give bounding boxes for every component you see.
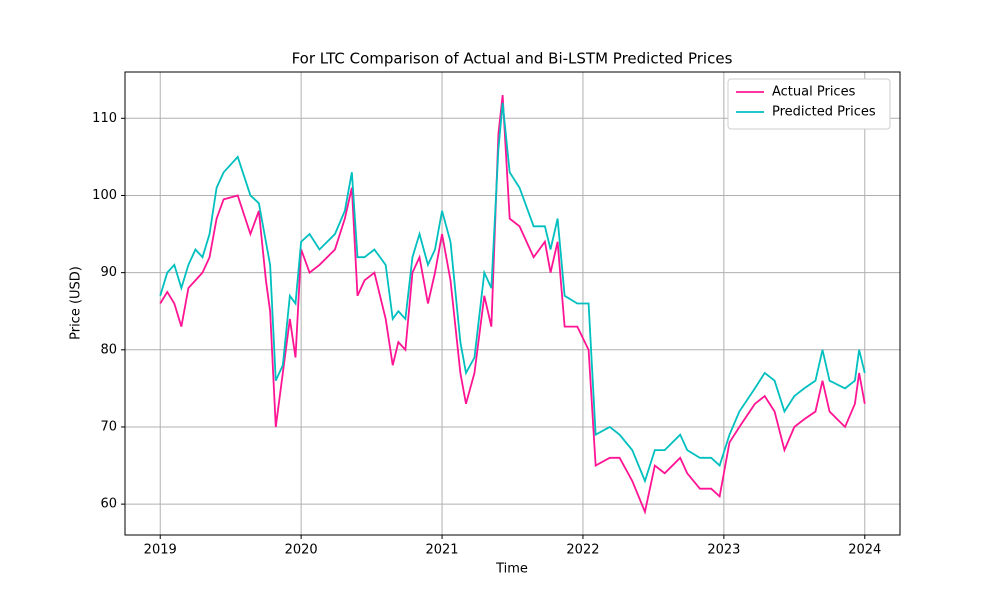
legend-label: Actual Prices [772, 85, 856, 100]
line [159, 102, 866, 484]
y-tick-label: 90 [100, 265, 117, 280]
plot-frame [124, 71, 901, 536]
y-tick-label: 100 [92, 188, 117, 203]
legend-label: Predicted Prices [772, 105, 876, 120]
y-tick-label: 80 [100, 342, 117, 357]
x-tick-label: 2021 [425, 543, 458, 558]
y-tick-label: 110 [92, 111, 117, 126]
x-tick-label: 2022 [566, 543, 599, 558]
x-tick-label: 2023 [707, 543, 740, 558]
x-axis-label: Time [495, 562, 528, 577]
y-tick-label: 70 [100, 419, 117, 434]
legend-box [727, 78, 891, 130]
y-tick-label: 60 [100, 497, 117, 512]
x-tick-label: 2019 [144, 543, 177, 558]
x-tick-label: 2024 [848, 543, 881, 558]
x-tick-label: 2020 [285, 543, 318, 558]
chart-title: For LTC Comparison of Actual and Bi-LSTM… [292, 50, 733, 68]
line [159, 95, 866, 515]
y-axis-label: Price (USD) [69, 266, 84, 340]
